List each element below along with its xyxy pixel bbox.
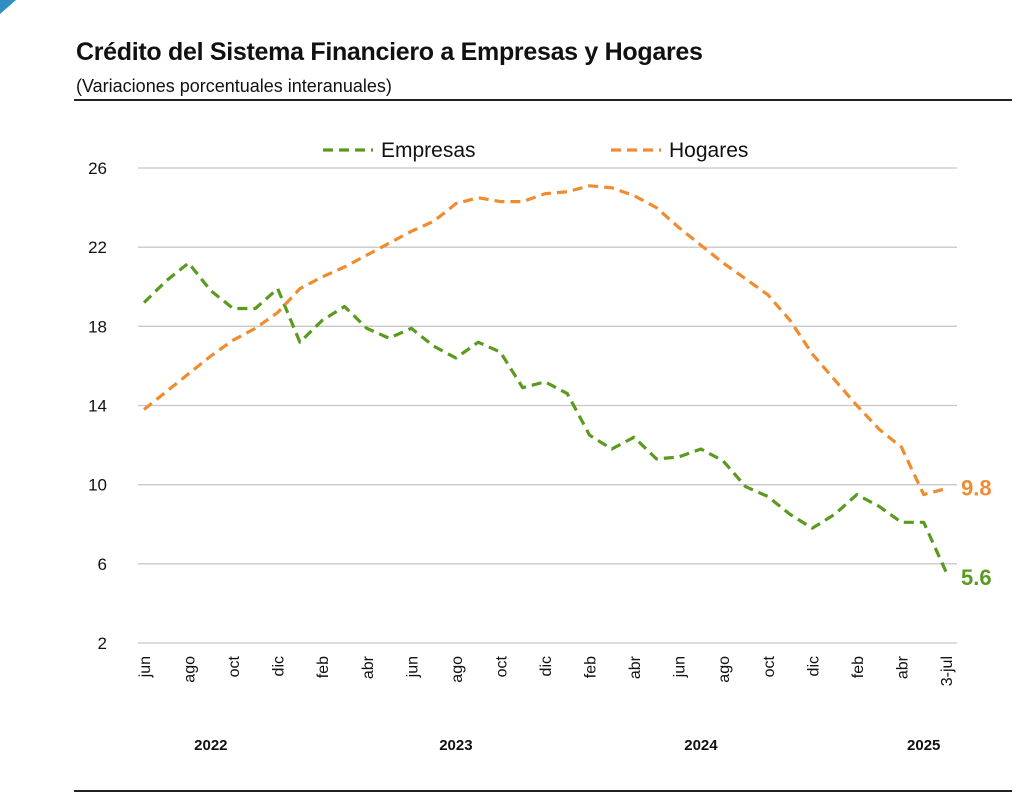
x-tick-label: feb bbox=[315, 656, 332, 678]
series-line-hogares bbox=[142, 184, 947, 497]
top-rule bbox=[74, 99, 1012, 101]
chart-title: Crédito del Sistema Financiero a Empresa… bbox=[76, 38, 703, 66]
year-label: 2022 bbox=[194, 737, 227, 754]
x-tick-label: abr bbox=[894, 655, 911, 679]
legend-label-hogares: Hogares bbox=[669, 139, 748, 162]
end-label-hogares: 9.8 bbox=[961, 476, 992, 501]
year-label: 2024 bbox=[684, 737, 718, 754]
x-tick-label: abr bbox=[627, 655, 644, 679]
x-tick-label: jun bbox=[672, 656, 689, 678]
x-tick-label: jun bbox=[404, 656, 421, 678]
legend: Empresas Hogares bbox=[323, 139, 748, 162]
year-label: 2025 bbox=[907, 737, 940, 754]
x-tick-label: oct bbox=[761, 655, 778, 677]
y-tick-label: 18 bbox=[88, 317, 107, 336]
x-tick-label: dic bbox=[538, 656, 555, 676]
year-labels: 2022 2023 2024 2025 bbox=[194, 737, 940, 754]
x-tick-label: ago bbox=[182, 656, 199, 683]
x-tick-label: feb bbox=[583, 656, 600, 678]
legend-label-empresas: Empresas bbox=[381, 139, 476, 162]
x-tick-label: ago bbox=[449, 656, 466, 683]
x-tick-label: dic bbox=[805, 656, 822, 676]
x-tick-label: oct bbox=[226, 655, 243, 677]
y-tick-label: 14 bbox=[88, 397, 107, 416]
x-tick-label: abr bbox=[360, 655, 377, 679]
end-labels: 5.6 9.8 bbox=[961, 476, 992, 590]
y-tick-label: 22 bbox=[88, 238, 107, 257]
x-tick-label: feb bbox=[850, 656, 867, 678]
corner-logo-mark bbox=[0, 0, 16, 14]
y-tick-label: 6 bbox=[98, 555, 107, 574]
series-line-empresas bbox=[142, 261, 948, 573]
end-label-empresas: 5.6 bbox=[961, 565, 992, 590]
series-lines bbox=[142, 184, 948, 573]
x-tick-label: jun bbox=[137, 656, 154, 678]
chart-subtitle: (Variaciones porcentuales interanuales) bbox=[76, 76, 392, 96]
x-tick-label: oct bbox=[493, 655, 510, 677]
x-tick-label: 3-jul bbox=[939, 656, 956, 686]
x-tick-label: dic bbox=[271, 656, 288, 676]
y-tick-label: 2 bbox=[98, 634, 107, 653]
year-label: 2023 bbox=[439, 737, 472, 754]
bottom-rule bbox=[74, 790, 1012, 792]
x-axis-ticks: jun ago oct dic feb abr jun ago oct dic feb abr jun a… bbox=[137, 655, 956, 686]
y-tick-label: 10 bbox=[88, 476, 107, 495]
y-tick-label: 26 bbox=[88, 159, 107, 178]
grid-lines bbox=[138, 167, 957, 644]
x-tick-label: ago bbox=[716, 656, 733, 683]
